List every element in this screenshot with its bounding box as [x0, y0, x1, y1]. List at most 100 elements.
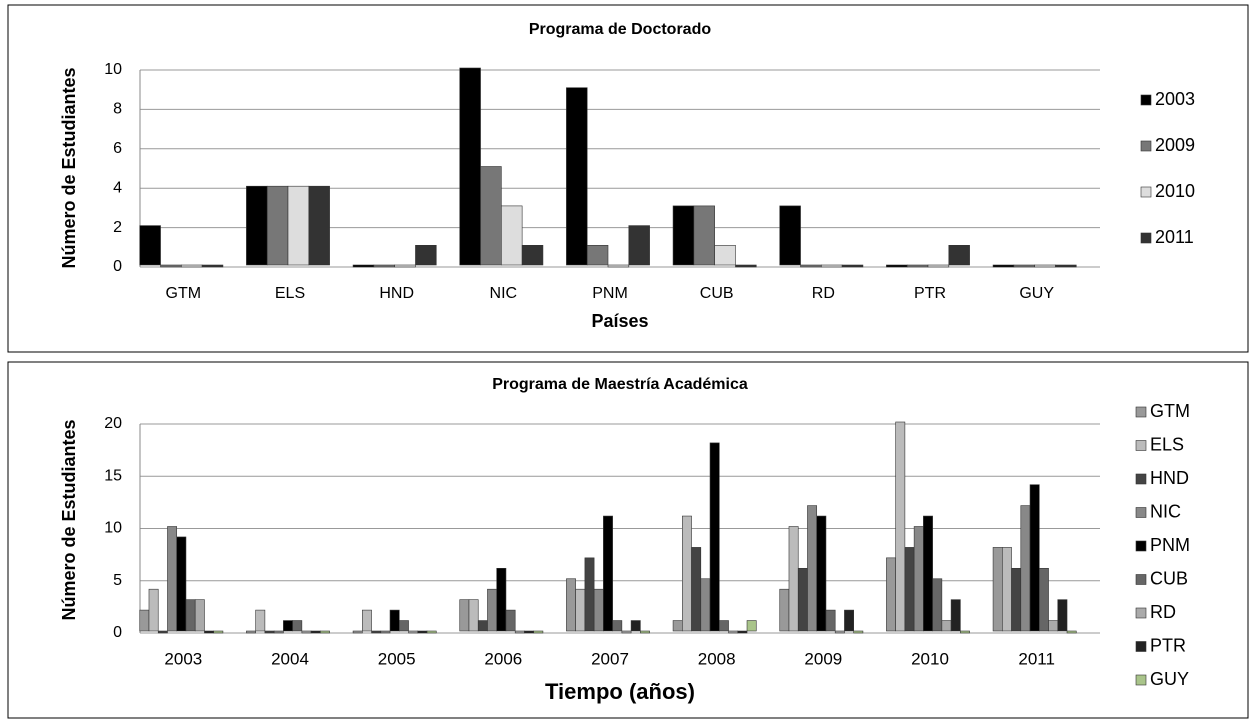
x-tick-label: 2009 [804, 649, 842, 668]
bar [185, 599, 196, 632]
bar [524, 630, 534, 634]
bar [301, 630, 312, 634]
y-tick-label: 5 [113, 572, 122, 589]
legend-label: GUY [1150, 669, 1189, 689]
legend-label: PTR [1150, 635, 1186, 655]
legend-swatch [1140, 94, 1152, 106]
x-tick-label: GUY [1019, 285, 1054, 302]
bar [672, 205, 695, 266]
bar [264, 630, 275, 634]
bar [575, 588, 586, 632]
bar [682, 515, 692, 632]
bar [459, 67, 481, 266]
legend-label: 2011 [1155, 227, 1194, 247]
bar [255, 609, 266, 632]
bar [797, 567, 808, 632]
x-tick-label: PTR [914, 285, 946, 302]
y-tick-label: 10 [104, 61, 122, 78]
x-tick-label: 2007 [591, 649, 629, 668]
bar [308, 185, 330, 266]
legend-swatch [1135, 440, 1147, 451]
x-tick-label: PNM [592, 285, 628, 302]
chart-title: Programa de Maestría Académica [492, 376, 748, 393]
bar [1029, 484, 1040, 632]
bar [1013, 264, 1035, 268]
legend-swatch [1135, 574, 1147, 585]
bar [505, 609, 516, 632]
bar [389, 609, 400, 632]
bar [593, 588, 604, 632]
bar [923, 515, 933, 632]
bar [1066, 630, 1077, 634]
bar [948, 245, 970, 266]
y-tick-label: 0 [113, 624, 122, 641]
bar [950, 599, 961, 632]
y-tick-label: 4 [113, 179, 122, 196]
legend-swatch [1135, 641, 1147, 652]
legend-swatch [1135, 607, 1147, 619]
x-tick-label: CUB [700, 285, 734, 302]
bar [160, 264, 182, 268]
bar [1038, 567, 1049, 632]
bar [394, 264, 416, 268]
bar [628, 225, 650, 266]
bar [514, 630, 525, 634]
bar [1011, 567, 1022, 632]
chart-frame [7, 361, 1249, 719]
bar [834, 630, 845, 634]
x-tick-label: GTM [166, 285, 202, 302]
bar [913, 526, 924, 632]
bar [352, 264, 375, 268]
bar [886, 557, 896, 632]
legend-swatch [1135, 674, 1147, 686]
x-tick-label: 2005 [378, 649, 416, 668]
bar [477, 620, 488, 632]
bar [621, 630, 632, 634]
bar [895, 421, 906, 632]
bar [371, 630, 382, 634]
legend-label: 2010 [1155, 181, 1195, 201]
bar [181, 264, 203, 268]
bar [273, 630, 284, 634]
bar [487, 588, 498, 632]
legend-swatch [1135, 507, 1147, 518]
bar [201, 264, 224, 268]
bar [373, 264, 395, 268]
x-tick-label: 2008 [698, 649, 736, 668]
bar [213, 630, 224, 634]
legend-swatch [1135, 540, 1147, 552]
y-tick-label: 15 [104, 467, 122, 484]
bar [841, 264, 864, 268]
bar [292, 620, 303, 632]
bar [693, 205, 715, 266]
legend-label: GTM [1150, 401, 1190, 421]
legend-label: CUB [1150, 568, 1188, 588]
bar [533, 630, 544, 634]
bar [415, 245, 437, 266]
x-tick-label: 2003 [164, 649, 202, 668]
bar [904, 547, 915, 632]
legend-swatch [1140, 140, 1152, 152]
bar [139, 225, 161, 266]
legend-label: 2003 [1155, 89, 1195, 109]
bar [1048, 620, 1059, 632]
bar [157, 630, 168, 634]
bar [496, 567, 507, 632]
bar [352, 630, 363, 634]
bar [640, 630, 650, 634]
x-axis-label: Tiempo (años) [545, 679, 695, 704]
bar [148, 588, 159, 632]
bar [320, 630, 330, 634]
bar [566, 87, 588, 266]
bar [807, 505, 818, 632]
x-tick-label: HND [379, 285, 414, 302]
bar [607, 264, 630, 268]
bar [816, 515, 827, 632]
y-axis-label: Número de Estudiantes [59, 419, 79, 620]
bar [779, 205, 801, 266]
y-tick-label: 0 [113, 258, 122, 275]
bar [821, 264, 843, 268]
legend-swatch [1140, 232, 1152, 244]
bar [630, 620, 641, 632]
bar [310, 630, 321, 634]
